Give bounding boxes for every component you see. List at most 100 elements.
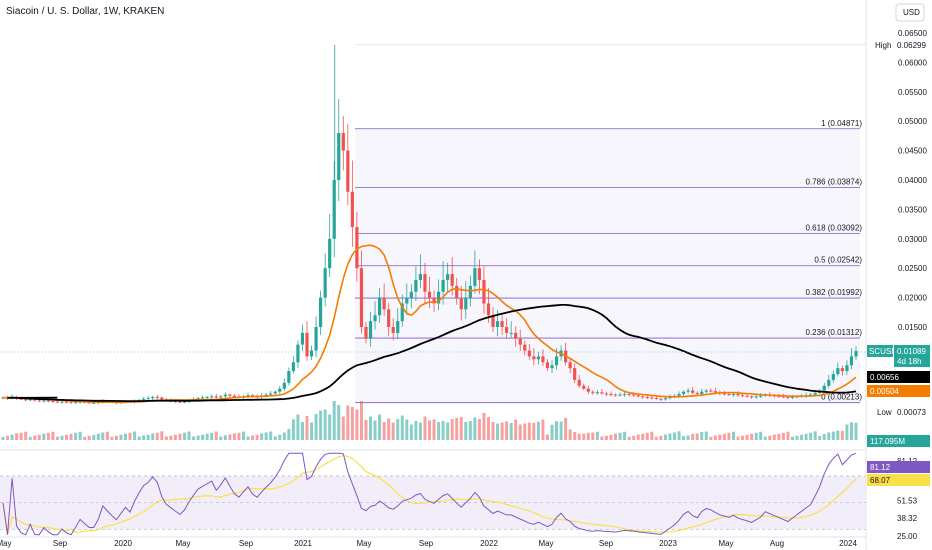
currency-button[interactable]: USD	[895, 3, 925, 22]
candle-body	[60, 401, 64, 403]
volume-bar	[237, 432, 241, 440]
volume-bar	[378, 414, 382, 440]
volume-bar	[836, 430, 840, 440]
volume-bar	[845, 424, 849, 440]
candle-body	[264, 394, 268, 396]
volume-bar	[19, 432, 23, 440]
volume-bar	[496, 423, 500, 440]
time-tick-label: May	[0, 539, 12, 548]
volume-bar	[582, 433, 586, 440]
candle-body	[813, 392, 817, 395]
volume-bar	[273, 436, 277, 440]
candle-body	[854, 351, 858, 357]
candle-body	[287, 371, 291, 383]
candle-body	[831, 374, 835, 380]
volume-bar	[559, 421, 563, 440]
candle-body	[722, 393, 727, 395]
time-tick-label: May	[356, 539, 371, 548]
last-price-bg	[894, 345, 930, 367]
volume-bars	[1, 401, 858, 440]
volume-bar	[28, 436, 32, 440]
volume-bar	[568, 429, 572, 440]
volume-bar	[78, 431, 82, 440]
volume-bar	[418, 422, 422, 440]
candle-body	[650, 397, 654, 399]
fibonacci-retracement[interactable]: 1 (0.04871) 0.786 (0.03874) 0.618 (0.03092…	[355, 119, 863, 404]
price-tick-label: 0.03000	[898, 235, 927, 244]
volume-bar	[745, 434, 749, 440]
candle-body	[28, 399, 32, 401]
volume-bar	[414, 421, 418, 440]
volume-bar	[69, 433, 73, 440]
candle-body	[781, 396, 786, 398]
volume-bar	[459, 417, 463, 440]
time-tick-label: Sep	[53, 539, 68, 548]
volume-bar	[219, 436, 223, 440]
volume-bar	[500, 422, 504, 440]
candle-body	[455, 285, 459, 298]
volume-bar	[854, 422, 858, 440]
volume-bar	[337, 405, 341, 440]
volume-bar	[741, 435, 745, 440]
volume-bar	[42, 433, 46, 440]
candle-body	[201, 397, 205, 399]
candle-body	[464, 297, 468, 310]
volume-bar	[482, 413, 486, 440]
volume-bar	[314, 414, 318, 440]
candle-body	[328, 238, 332, 269]
candle-body	[505, 327, 509, 333]
volume-bar	[246, 436, 250, 440]
price-tick-label: 0.04500	[898, 147, 927, 156]
candle-body	[736, 394, 740, 396]
volume-bar	[405, 419, 409, 440]
volume-bar	[509, 423, 513, 440]
volume-bar	[759, 431, 763, 440]
candle-body	[654, 398, 658, 400]
fib-level-label: 0.618 (0.03092)	[806, 223, 863, 232]
ma-fast-tag-bg	[867, 385, 930, 397]
price-tick-label: 0.03500	[898, 205, 927, 214]
candle-body	[87, 402, 91, 404]
time-axis[interactable]: May Sep 2020 May Sep 2021 May Sep 2022 May Sep 2023…	[0, 539, 857, 548]
candle-body	[709, 390, 713, 392]
volume-bar	[577, 433, 581, 440]
volume-bar	[369, 416, 373, 440]
candle-body	[790, 396, 795, 398]
volume-bar	[300, 422, 304, 440]
candle-body	[613, 394, 618, 396]
rsi-tag: 81.12	[870, 463, 891, 472]
volume-bar	[10, 434, 14, 440]
volume-bar	[704, 431, 708, 440]
candle-body	[64, 401, 69, 403]
volume-bar	[686, 435, 690, 440]
volume-bar	[545, 434, 549, 440]
volume-bar	[323, 409, 327, 440]
volume-bar	[24, 431, 28, 440]
candle-body	[151, 396, 155, 399]
volume-bar	[645, 432, 649, 440]
candle-body	[477, 268, 482, 280]
volume-bar	[718, 434, 722, 440]
volume-bar	[409, 424, 413, 440]
volume-bar	[187, 431, 191, 440]
price-axis[interactable]: 0.06500 0.06000 0.05500 0.05000 0.04500 0.040…	[898, 29, 927, 332]
rsi-ma-tag-bg	[867, 474, 930, 486]
countdown: 4d 18h	[897, 357, 921, 366]
volume-tag: 117.095M	[870, 437, 905, 446]
volume-bar	[595, 431, 599, 440]
volume-bar	[804, 433, 808, 440]
volume-bar	[428, 420, 431, 440]
volume-bar	[6, 435, 10, 440]
volume-bar	[241, 431, 245, 440]
rsi-line	[2, 452, 857, 536]
candle-body	[695, 392, 699, 395]
candle-body	[228, 394, 232, 396]
candle-body	[337, 132, 341, 180]
volume-bar	[146, 434, 150, 440]
fib-level-label: 1 (0.04871)	[821, 119, 862, 128]
volume-bar	[727, 432, 731, 440]
volume-bar	[441, 421, 445, 440]
candle-body	[459, 297, 463, 310]
candle-body	[627, 394, 631, 396]
